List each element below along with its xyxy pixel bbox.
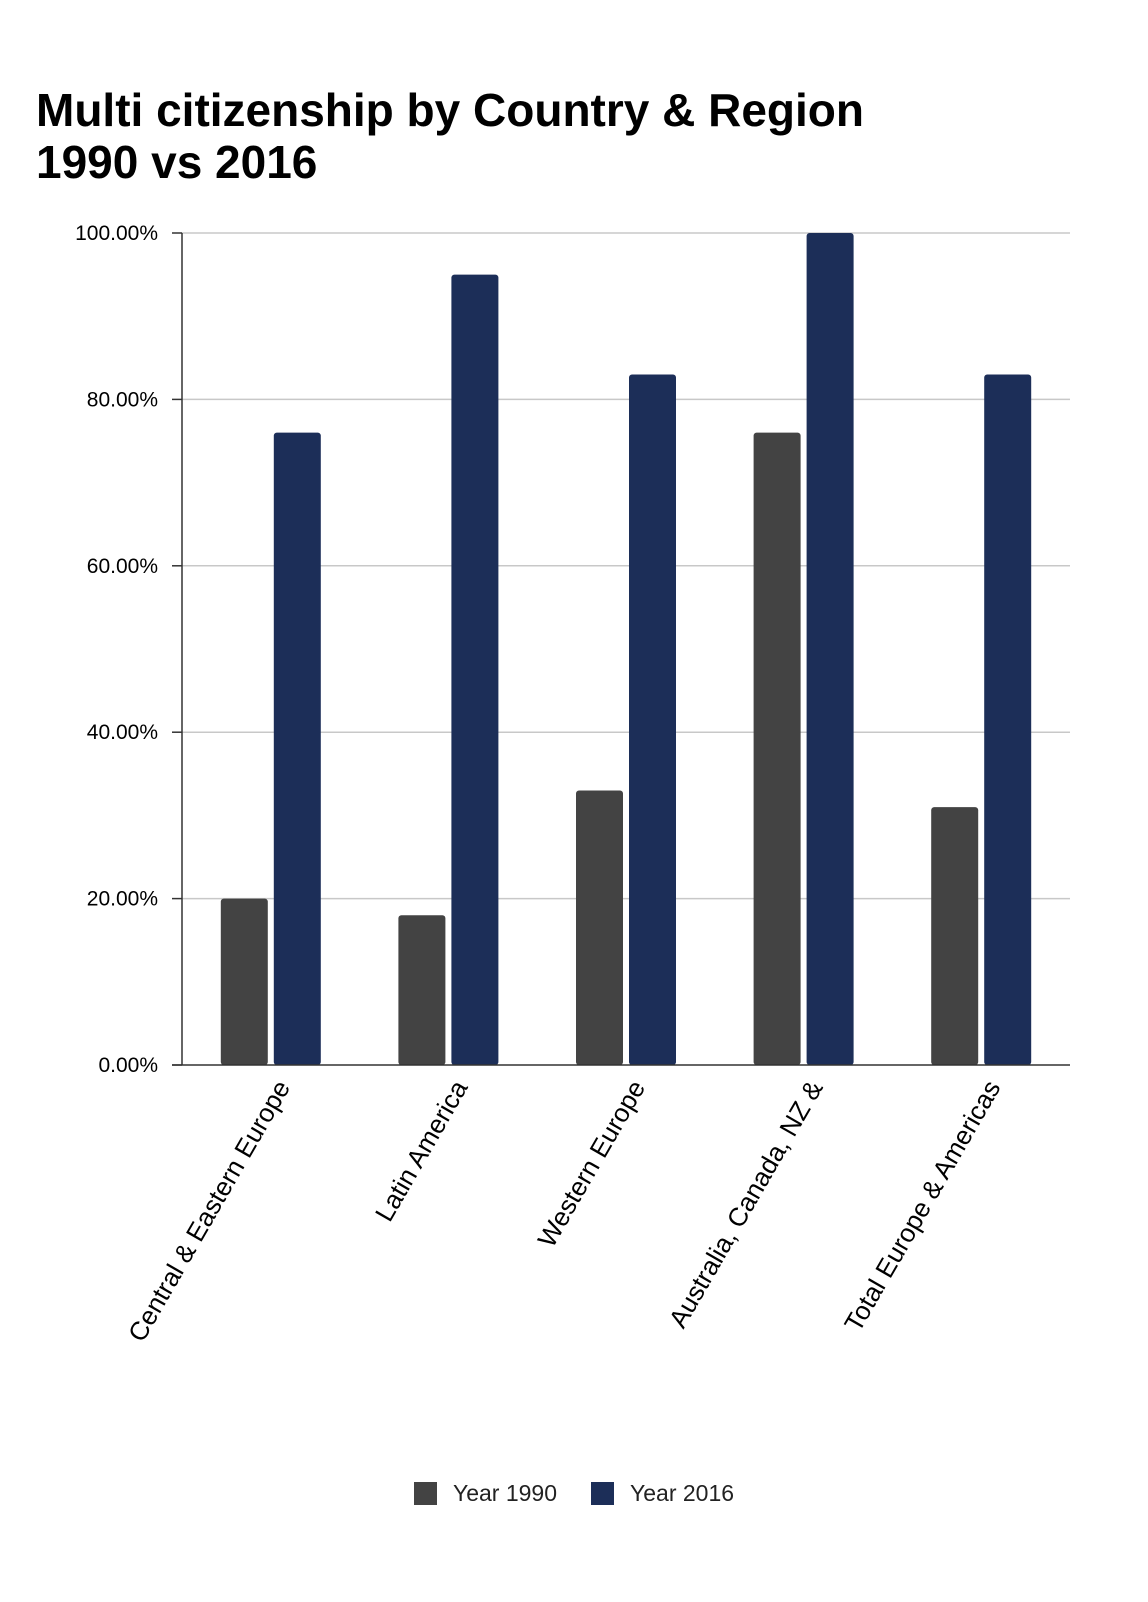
- x-tick-label-0: Central & Eastern Europe: [122, 1075, 296, 1347]
- bar-year-1990-3: [753, 432, 801, 1065]
- y-tick-label-100: 100.00%: [75, 222, 158, 245]
- bar-year-1990-0: [220, 898, 268, 1065]
- legend: Year 1990 Year 2016: [0, 1480, 1148, 1507]
- bar-year-2016-3: [806, 233, 854, 1065]
- y-tick-label-60: 60.00%: [87, 555, 158, 578]
- bar-year-2016-4: [984, 374, 1032, 1065]
- bar-chart: 0.00% 20.00% 40.00% 60.00% 80.00% 100.00% Cent…: [75, 222, 1070, 1347]
- y-tick-label-20: 20.00%: [87, 888, 158, 911]
- chart-title-line-1: Multi citizenship by Country & Region: [36, 84, 864, 136]
- legend-item-2016: Year 2016: [591, 1480, 734, 1507]
- legend-swatch-1990: [413, 1482, 437, 1505]
- x-tick-label-2: Western Europe: [532, 1075, 652, 1252]
- bar-year-2016-1: [451, 274, 499, 1066]
- legend-item-1990: Year 1990: [413, 1480, 557, 1507]
- bar-year-1990-1: [398, 915, 446, 1065]
- legend-label-1990: Year 1990: [452, 1480, 557, 1506]
- bar-year-1990-2: [576, 790, 623, 1065]
- y-tick-label-40: 40.00%: [87, 721, 158, 744]
- bar-year-2016-2: [629, 374, 676, 1065]
- bar-year-2016-0: [273, 432, 321, 1065]
- x-tick-label-4: Total Europe & Americas: [838, 1075, 1006, 1337]
- x-tick-label-1: Latin America: [369, 1075, 474, 1227]
- y-tick-label-0: 0.00%: [98, 1054, 158, 1077]
- legend-swatch-2016: [591, 1482, 614, 1505]
- x-tick-label-3: Australia, Canada, NZ &: [663, 1075, 829, 1333]
- bar-year-1990-4: [931, 807, 979, 1065]
- y-tick-label-80: 80.00%: [87, 388, 158, 411]
- legend-label-2016: Year 2016: [630, 1480, 735, 1506]
- chart-title-line-2: 1990 vs 2016: [36, 136, 318, 188]
- chart-title: Multi citizenship by Country & Region 19…: [36, 84, 864, 188]
